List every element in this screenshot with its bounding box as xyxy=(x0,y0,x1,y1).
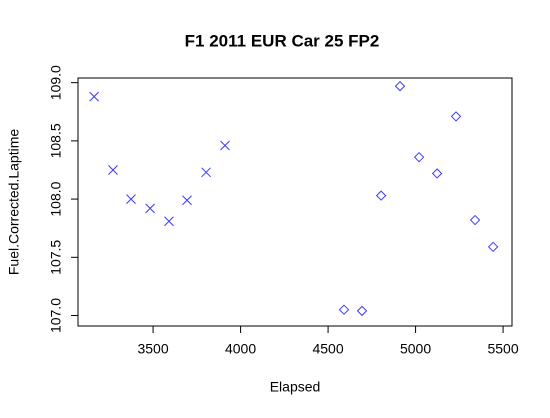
y-tick-label: 108.0 xyxy=(48,181,64,216)
point xyxy=(375,190,387,201)
x-tick-label: 3500 xyxy=(137,341,168,357)
point xyxy=(108,165,118,175)
x-tick-label: 4500 xyxy=(312,341,343,357)
chart-title: F1 2011 EUR Car 25 FP2 xyxy=(185,31,380,50)
point xyxy=(413,151,425,163)
y-tick-label: 109.0 xyxy=(48,65,64,100)
plot-box xyxy=(77,77,513,327)
point xyxy=(164,216,174,227)
point xyxy=(201,167,211,178)
x-tick-label: 5500 xyxy=(487,341,518,357)
point xyxy=(431,168,443,179)
y-tick-label: 108.5 xyxy=(48,123,64,158)
point xyxy=(126,194,136,204)
x-tick-label: 5000 xyxy=(400,341,431,357)
point xyxy=(145,203,155,214)
x-tick-label: 4000 xyxy=(225,341,256,357)
point xyxy=(220,140,230,151)
y-axis-label: Fuel.Corrected.Laptime xyxy=(6,129,22,276)
point xyxy=(450,111,462,122)
point xyxy=(356,305,368,317)
point xyxy=(338,304,350,315)
y-tick-label: 107.5 xyxy=(48,240,64,275)
point xyxy=(394,80,406,92)
point xyxy=(89,91,99,102)
point xyxy=(487,241,499,253)
point xyxy=(469,214,481,226)
point xyxy=(182,195,192,206)
x-axis-label: Elapsed xyxy=(270,379,321,395)
y-tick-label: 107.0 xyxy=(48,298,64,333)
